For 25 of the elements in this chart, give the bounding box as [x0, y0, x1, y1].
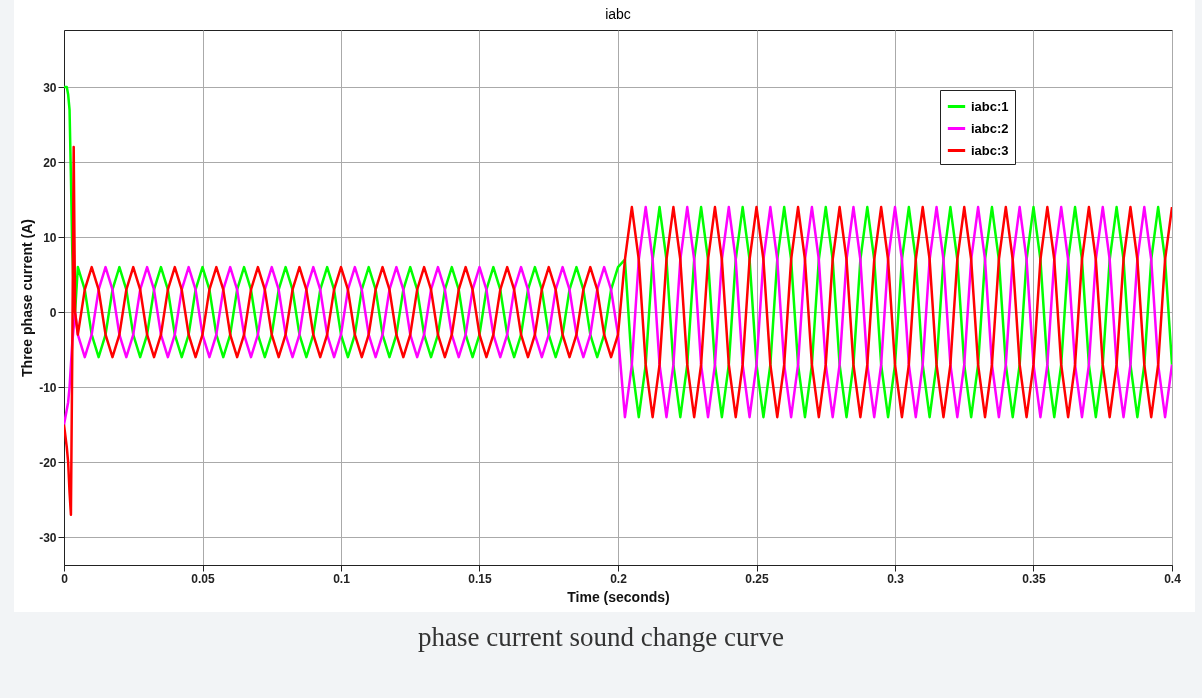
x-tick-label: 0.3 [887, 571, 905, 586]
legend-label: iabc:2 [971, 120, 1009, 136]
y-tick-label: -30 [39, 530, 57, 545]
chart-title: iabc [605, 6, 631, 22]
x-tick-label: 0.4 [1164, 571, 1182, 586]
x-tick-label: 0.25 [745, 571, 769, 586]
text: phase current sound change curve [417, 622, 785, 653]
x-tick-label: 0.15 [468, 571, 492, 586]
y-tick-label: -20 [39, 455, 57, 470]
legend-label: iabc:3 [971, 142, 1009, 158]
legend-label: iabc:1 [971, 98, 1009, 114]
x-tick-label: 0 [61, 571, 69, 586]
x-tick-label: 0.05 [191, 571, 215, 586]
x-axis-title: Time (seconds) [567, 588, 670, 605]
x-tick-label: 0.1 [333, 571, 351, 586]
x-tick-label: 0.2 [610, 571, 628, 586]
y-tick-label: 0 [49, 305, 57, 320]
y-tick-label: -10 [39, 380, 57, 395]
y-tick-label: 20 [43, 155, 57, 170]
y-tick-label: 30 [43, 80, 57, 95]
line-series [64, 205, 1172, 426]
line-series [64, 145, 1172, 516]
y-tick-label: 10 [43, 230, 57, 245]
x-tick-label: 0.35 [1022, 571, 1046, 586]
y-axis-title: Three phase current (A) [19, 219, 36, 377]
